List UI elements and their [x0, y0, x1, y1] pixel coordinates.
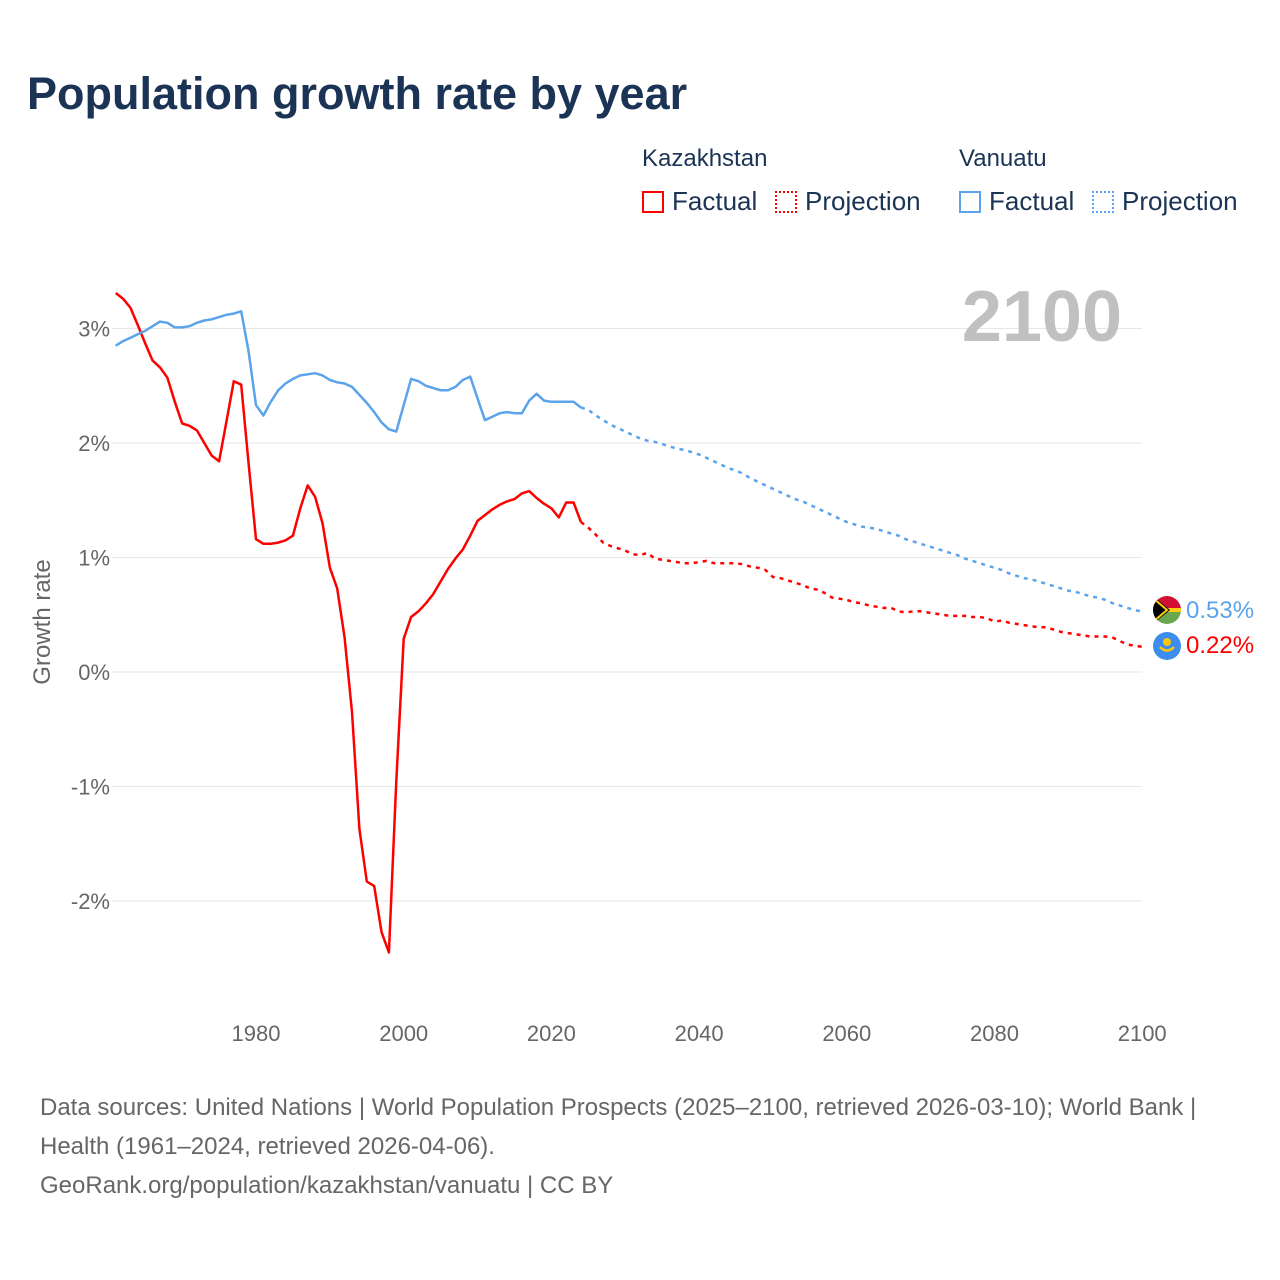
y-tick-label: 3%	[78, 317, 110, 342]
legend-label: Factual	[989, 186, 1075, 216]
y-tick-label: -2%	[71, 889, 110, 914]
x-tick-label: 1980	[232, 1021, 281, 1046]
x-tick-label: 2060	[822, 1021, 871, 1046]
credit-link[interactable]: GeoRank.org/population/kazakhstan/vanuat…	[40, 1172, 614, 1199]
legend-vanuatu-factual[interactable]: Factual	[959, 186, 1074, 217]
legend-swatch-solid	[642, 190, 664, 213]
vanuatu-end-label: 0.53%	[1186, 597, 1254, 624]
y-tick-label: 1%	[78, 546, 110, 571]
x-tick-label: 2040	[675, 1021, 724, 1046]
y-tick-label: 0%	[78, 660, 110, 685]
legend-group-vanuatu: Vanuatu	[959, 145, 1047, 172]
legend-swatch-dotted	[775, 190, 797, 213]
legend-label: Projection	[1122, 186, 1238, 216]
y-tick-label: 2%	[78, 431, 110, 456]
legend-vanuatu-projection[interactable]: Projection	[1092, 186, 1238, 217]
vanuatu-flag-icon	[1153, 596, 1181, 624]
vanuatu-factual-line	[115, 310, 582, 433]
kazakhstan-projection-line	[580, 521, 1143, 649]
kazakhstan-end-label: 0.22%	[1186, 632, 1254, 659]
legend-swatch-dotted	[1092, 190, 1114, 213]
footer: Data sources: United Nations | World Pop…	[40, 1088, 1240, 1205]
legend-swatch-solid	[959, 190, 981, 213]
x-tick-label: 2080	[970, 1021, 1019, 1046]
x-tick-label: 2100	[1118, 1021, 1167, 1046]
legend-label: Projection	[805, 186, 921, 216]
x-tick-label: 2000	[379, 1021, 428, 1046]
vanuatu-projection-line	[580, 406, 1143, 613]
kazakhstan-flag-icon	[1153, 632, 1181, 660]
data-sources: Data sources: United Nations | World Pop…	[40, 1094, 1197, 1160]
y-tick-label: -1%	[71, 775, 110, 800]
y-axis-label: Growth rate	[29, 559, 56, 684]
chart-title: Population growth rate by year	[27, 68, 688, 119]
legend-kazakhstan-factual[interactable]: Factual	[642, 186, 757, 217]
x-tick-label: 2020	[527, 1021, 576, 1046]
kazakhstan-factual-line	[114, 292, 583, 954]
year-watermark: 2100	[962, 277, 1122, 357]
legend-group-kazakhstan: Kazakhstan	[642, 145, 768, 172]
legend-label: Factual	[672, 186, 758, 216]
legend-kazakhstan-projection[interactable]: Projection	[775, 186, 921, 217]
